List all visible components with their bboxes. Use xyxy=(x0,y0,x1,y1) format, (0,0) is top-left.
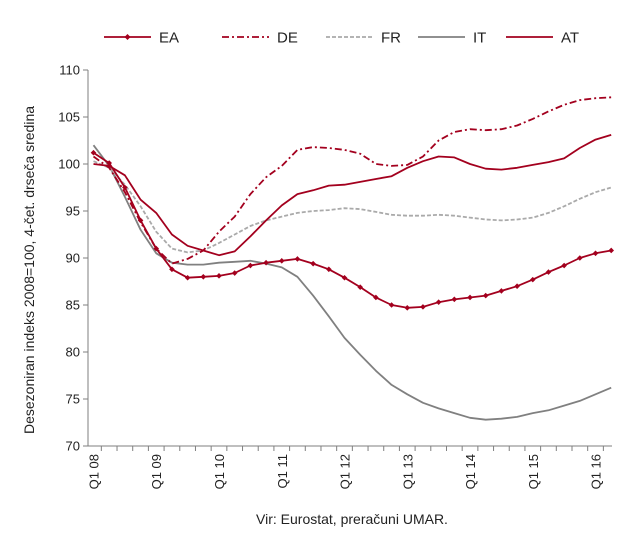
series-line-ea xyxy=(93,151,612,309)
data-point-ea xyxy=(326,266,332,273)
legend-label-ea: EA xyxy=(159,30,179,47)
x-tick-label: Q1 15 xyxy=(526,454,541,489)
data-point-ea xyxy=(482,292,489,299)
axes: 70 75 80 85 90 95 100 105 110 Q1 08 Q1 09 Q1 10 Q1 1… xyxy=(58,63,612,489)
y-tick-label: 90 xyxy=(66,251,80,266)
y-tick-label: 75 xyxy=(66,392,80,407)
data-point-ea xyxy=(388,302,395,308)
series-line-it xyxy=(92,144,612,421)
y-tick-label: 80 xyxy=(66,345,80,360)
legend-label-fr: FR xyxy=(381,30,401,47)
data-point-ea xyxy=(498,288,505,294)
data-point-ea xyxy=(592,250,599,257)
data-point-ea xyxy=(451,296,458,303)
x-tick-label: Q1 16 xyxy=(589,454,604,489)
y-tick-label: 85 xyxy=(66,298,80,313)
y-tick-label: 105 xyxy=(58,110,80,125)
data-point-ea xyxy=(216,273,222,279)
x-tick-label: Q1 12 xyxy=(338,454,353,489)
x-tick-label: Q1 10 xyxy=(212,454,227,489)
data-point-ea xyxy=(90,149,97,156)
data-point-ea xyxy=(608,247,615,254)
series-line-at xyxy=(93,134,612,257)
series-layer xyxy=(90,96,615,421)
y-tick-label: 110 xyxy=(59,63,80,78)
series-line-fr xyxy=(93,160,612,254)
data-point-ea xyxy=(184,274,191,281)
x-tick-label: Q1 11 xyxy=(275,454,290,488)
x-tick-label: Q1 13 xyxy=(400,454,415,489)
source-note: Vir: Eurostat, preračuni UMAR. xyxy=(256,511,448,527)
data-point-ea xyxy=(153,245,160,252)
data-point-ea xyxy=(200,274,207,280)
x-tick-label: Q1 08 xyxy=(86,454,101,489)
data-point-ea xyxy=(561,262,567,269)
x-tick-label: Q1 09 xyxy=(149,454,164,489)
data-point-ea xyxy=(357,284,363,290)
data-point-ea xyxy=(278,258,285,264)
data-point-ea xyxy=(169,266,175,273)
series-line-de xyxy=(92,96,612,265)
data-point-ea xyxy=(231,270,238,276)
y-tick-label: 100 xyxy=(58,157,80,172)
data-point-ea xyxy=(467,294,473,301)
data-point-ea xyxy=(294,256,301,262)
data-point-ea xyxy=(137,217,144,224)
data-point-ea xyxy=(122,184,128,191)
data-point-ea xyxy=(341,274,348,281)
data-point-ea xyxy=(263,259,269,266)
data-point-ea xyxy=(310,260,316,267)
y-tick-label: 95 xyxy=(66,204,80,219)
data-point-ea xyxy=(247,262,254,269)
data-point-ea xyxy=(404,305,411,311)
data-point-ea xyxy=(545,269,552,275)
legend-label-de: DE xyxy=(277,30,298,47)
data-point-ea xyxy=(529,276,536,283)
data-point-ea xyxy=(373,294,379,301)
data-point-ea xyxy=(577,255,583,261)
y-axis-title: Desezoniran indeks 2008=100, 4-čet. drse… xyxy=(21,106,37,434)
y-tick-label: 70 xyxy=(66,439,80,454)
data-point-ea xyxy=(106,160,112,166)
data-point-ea xyxy=(420,304,426,310)
legend-label-it: IT xyxy=(473,30,486,47)
data-point-ea xyxy=(514,283,520,289)
legend: EA DE FR IT AT xyxy=(104,30,579,47)
legend-marker-ea xyxy=(124,34,131,40)
x-tick-label: Q1 14 xyxy=(463,454,478,489)
legend-label-at: AT xyxy=(561,30,579,47)
data-point-ea xyxy=(435,299,442,305)
